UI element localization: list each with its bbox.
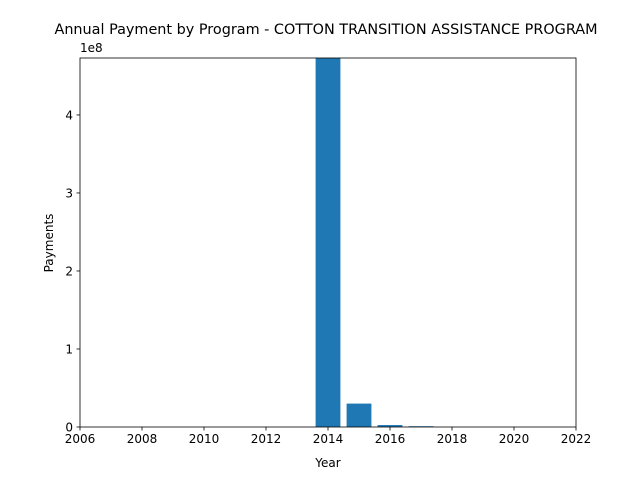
y-tick-label-4: 4 (65, 108, 73, 122)
y-tick-label-3: 3 (65, 186, 73, 200)
x-tick-label-2006: 2006 (65, 432, 96, 446)
x-axis-label: Year (314, 456, 340, 470)
x-tick-label-2018: 2018 (437, 432, 468, 446)
x-tick-label-2016: 2016 (375, 432, 406, 446)
y-axis-label: Payments (42, 214, 56, 273)
x-tick-label-2014: 2014 (313, 432, 344, 446)
x-tick-label-2020: 2020 (499, 432, 530, 446)
x-tick-label-2010: 2010 (189, 432, 220, 446)
axis-ticks: 2006 2008 2010 2012 2014 2016 2018 2020 2022 0 1 2 3… (65, 108, 592, 446)
x-tick-label-2008: 2008 (127, 432, 158, 446)
y-tick-label-2: 2 (65, 264, 73, 278)
bar-2014 (315, 58, 341, 427)
chart-title: Annual Payment by Program - COTTON TRANS… (54, 22, 597, 38)
y-offset-label: 1e8 (80, 41, 103, 55)
bar-2016 (377, 425, 403, 427)
bars-group (315, 58, 434, 427)
x-tick-label-2022: 2022 (561, 432, 592, 446)
y-tick-label-0: 0 (65, 421, 73, 435)
bar-2015 (346, 403, 372, 427)
x-tick-label-2012: 2012 (251, 432, 282, 446)
axes-frame (79, 57, 577, 428)
y-tick-label-1: 1 (65, 342, 73, 356)
